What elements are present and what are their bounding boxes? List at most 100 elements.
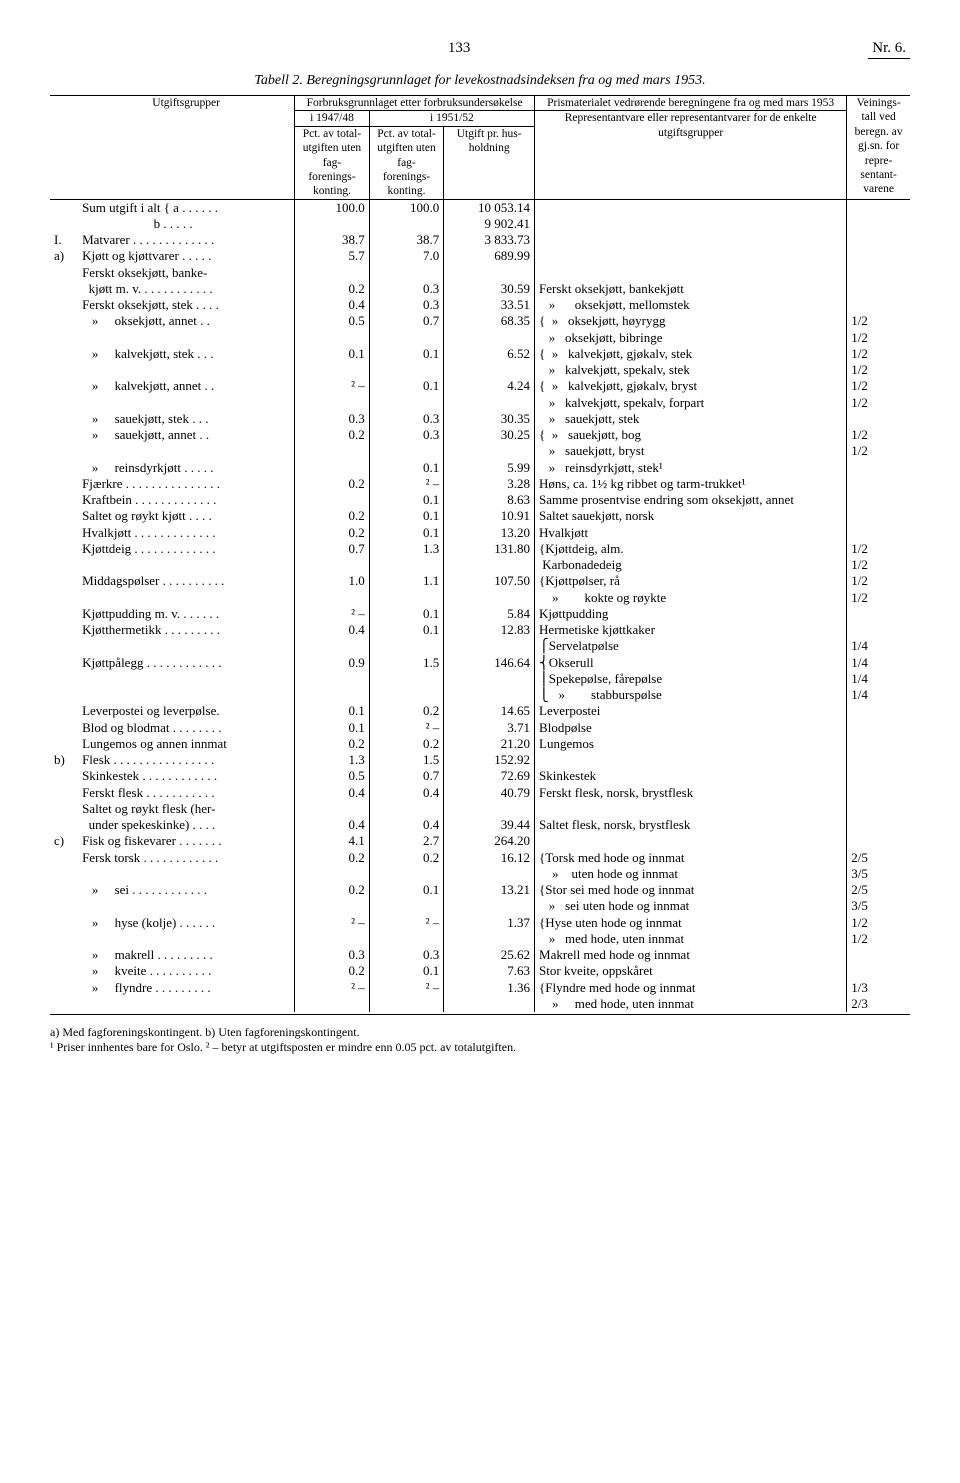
row-c2: 0.1 xyxy=(369,882,444,898)
row-label xyxy=(50,720,78,736)
row-c3: 39.44 xyxy=(444,817,535,833)
row-desc xyxy=(78,866,295,882)
table-row: » makrell . . . . . . . . .0.30.325.62Ma… xyxy=(50,947,910,963)
row-c2: 0.1 xyxy=(369,346,444,362)
row-c3 xyxy=(444,801,535,817)
table-row: Kjøttpudding m. v. . . . . . .² –0.15.84… xyxy=(50,606,910,622)
row-c2: 0.7 xyxy=(369,768,444,784)
row-wt: 1/2 xyxy=(847,557,910,573)
row-rep: {Kjøttpølser, rå xyxy=(535,573,847,589)
row-c1 xyxy=(295,996,370,1012)
row-c2: 0.4 xyxy=(369,785,444,801)
row-c2 xyxy=(369,216,444,232)
row-rep: Saltet flesk, norsk, brystflesk xyxy=(535,817,847,833)
row-desc xyxy=(78,996,295,1012)
row-label xyxy=(50,590,78,606)
row-c1 xyxy=(295,898,370,914)
row-label xyxy=(50,947,78,963)
row-c2: 0.1 xyxy=(369,606,444,622)
table-row: Leverpostei og leverpølse.0.10.214.65Lev… xyxy=(50,703,910,719)
row-wt: 1/2 xyxy=(847,362,910,378)
row-c1 xyxy=(295,492,370,508)
footnotes: a) Med fagforeningskontingent. b) Uten f… xyxy=(50,1025,910,1055)
row-wt xyxy=(847,248,910,264)
hdr-veinings: Veinings-tall ved beregn. av gj.sn. for … xyxy=(847,96,910,199)
row-desc: Lungemos og annen innmat xyxy=(78,736,295,752)
row-desc: » hyse (kolje) . . . . . . xyxy=(78,915,295,931)
row-rep: » sei uten hode og innmat xyxy=(535,898,847,914)
table-row: » uten hode og innmat3/5 xyxy=(50,866,910,882)
row-c1 xyxy=(295,395,370,411)
row-c3 xyxy=(444,557,535,573)
row-c3: 72.69 xyxy=(444,768,535,784)
row-desc: » oksekjøtt, annet . . xyxy=(78,313,295,329)
row-label xyxy=(50,525,78,541)
row-rep: » sauekjøtt, stek xyxy=(535,411,847,427)
row-desc xyxy=(78,590,295,606)
table-row: Saltet og røykt kjøtt . . . .0.20.110.91… xyxy=(50,508,910,524)
row-c1: 0.4 xyxy=(295,785,370,801)
row-c1 xyxy=(295,216,370,232)
row-c1 xyxy=(295,671,370,687)
footnote-b: ¹ Priser innhentes bare for Oslo. ² – be… xyxy=(50,1040,910,1055)
table-row: Ferskt oksekjøtt, stek . . . .0.40.333.5… xyxy=(50,297,910,313)
row-c3: 146.64 xyxy=(444,655,535,671)
row-desc xyxy=(78,330,295,346)
row-c3 xyxy=(444,687,535,703)
table-row: » kalvekjøtt, stek . . .0.10.16.52{ » ka… xyxy=(50,346,910,362)
header-table: Utgiftsgrupper Forbruksgrunnlaget etter … xyxy=(50,96,910,199)
row-rep: {Hyse uten hode og innmat xyxy=(535,915,847,931)
row-desc xyxy=(78,687,295,703)
row-desc xyxy=(78,362,295,378)
row-c2: 0.3 xyxy=(369,427,444,443)
row-rep xyxy=(535,801,847,817)
row-c3: 33.51 xyxy=(444,297,535,313)
row-rep: ⎪Spekepølse, fårepølse xyxy=(535,671,847,687)
row-wt: 2/5 xyxy=(847,850,910,866)
row-c1: 0.2 xyxy=(295,850,370,866)
row-rep: ⎧Servelatpølse xyxy=(535,638,847,654)
row-rep: Hvalkjøtt xyxy=(535,525,847,541)
row-c2: 1.5 xyxy=(369,752,444,768)
row-label xyxy=(50,476,78,492)
row-c1 xyxy=(295,687,370,703)
table-caption: Tabell 2. Beregningsgrunnlaget for levek… xyxy=(50,73,910,89)
row-rep: » kalvekjøtt, spekalv, stek xyxy=(535,362,847,378)
table-row: Karbonadedeig1/2 xyxy=(50,557,910,573)
row-c1 xyxy=(295,638,370,654)
row-c2 xyxy=(369,801,444,817)
row-wt xyxy=(847,817,910,833)
row-wt: 1/2 xyxy=(847,590,910,606)
row-c1: 0.4 xyxy=(295,817,370,833)
row-desc: Leverpostei og leverpølse. xyxy=(78,703,295,719)
row-c1: ² – xyxy=(295,378,370,394)
table-header-block: Utgiftsgrupper Forbruksgrunnlaget etter … xyxy=(50,95,910,200)
row-c3 xyxy=(444,443,535,459)
row-c1: 0.1 xyxy=(295,703,370,719)
row-wt: 1/2 xyxy=(847,573,910,589)
row-rep: » kalvekjøtt, spekalv, forpart xyxy=(535,395,847,411)
row-rep: » med hode, uten innmat xyxy=(535,996,847,1012)
footnote-a: a) Med fagforeningskontingent. b) Uten f… xyxy=(50,1025,910,1040)
row-wt: 1/2 xyxy=(847,378,910,394)
row-label xyxy=(50,785,78,801)
row-c3 xyxy=(444,362,535,378)
table-row: ⎧Servelatpølse1/4 xyxy=(50,638,910,654)
row-c1 xyxy=(295,265,370,281)
row-c1: 0.5 xyxy=(295,768,370,784)
table-row: » sei uten hode og innmat3/5 xyxy=(50,898,910,914)
row-desc: Skinkestek . . . . . . . . . . . . xyxy=(78,768,295,784)
row-c1: 0.1 xyxy=(295,720,370,736)
table-row: » sauekjøtt, annet . .0.20.330.25{ » sau… xyxy=(50,427,910,443)
table-row: ⎩ » stabburspølse1/4 xyxy=(50,687,910,703)
row-c2: 0.1 xyxy=(369,492,444,508)
hdr-prism: Prismaterialet vedrørende beregningene f… xyxy=(535,96,847,111)
row-label xyxy=(50,703,78,719)
row-rep xyxy=(535,833,847,849)
row-c2: 0.3 xyxy=(369,297,444,313)
row-c2: 0.1 xyxy=(369,525,444,541)
row-c2: 1.1 xyxy=(369,573,444,589)
row-rep: » reinsdyrkjøtt, stek¹ xyxy=(535,460,847,476)
row-rep: » oksekjøtt, bibringe xyxy=(535,330,847,346)
row-c1 xyxy=(295,460,370,476)
